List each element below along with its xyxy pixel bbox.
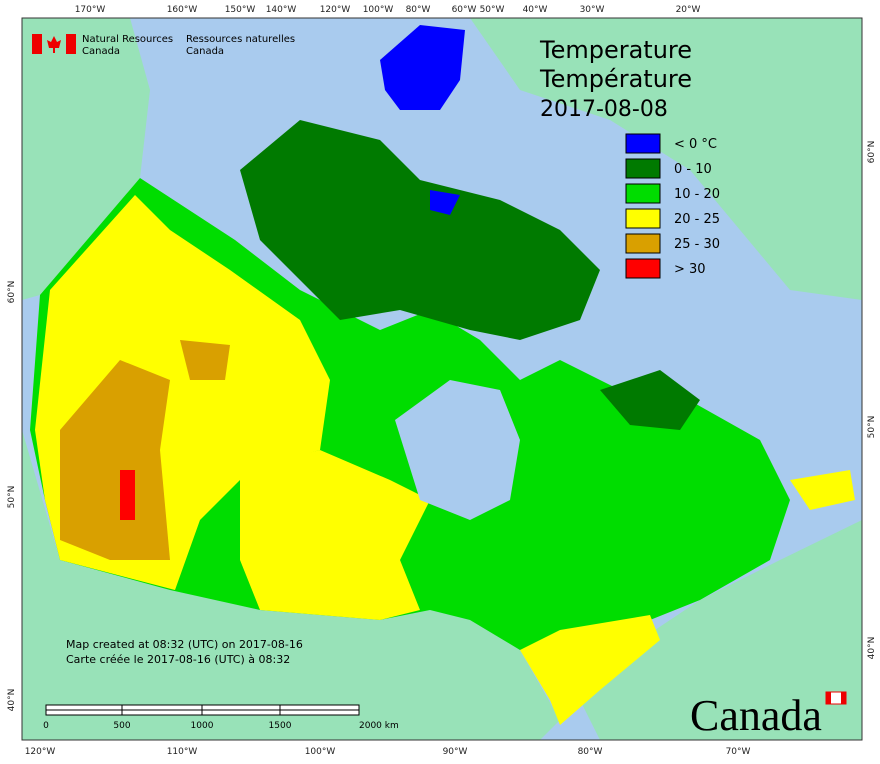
legend: < 0 °C 0 - 10 10 - 20 20 - 25 25 - 30 > 30 <box>625 133 720 279</box>
canada <box>30 25 855 725</box>
org-en-2: Canada <box>82 46 120 57</box>
scale-label: 1000 <box>191 721 214 731</box>
title: Temperature Température 2017-08-08 <box>539 36 692 122</box>
scale-segment <box>201 704 281 711</box>
maple-leaf <box>47 36 61 53</box>
legend-label: 10 - 20 <box>674 187 720 202</box>
legend-label: 0 - 10 <box>674 162 712 177</box>
scale-label: 1500 <box>269 721 292 731</box>
graticule-label: 70°W <box>726 747 751 757</box>
title-fr: Température <box>539 65 692 93</box>
graticule-label: 120°W <box>320 5 351 15</box>
graticule-label: 50°N <box>867 416 877 439</box>
scale-segment <box>279 709 360 716</box>
flag-bar <box>826 692 831 704</box>
footer-line: Map created at 08:32 (UTC) on 2017-08-16 <box>66 638 303 651</box>
graticule-label: 160°W <box>167 5 198 15</box>
scale-bar: 0 500 1000 1500 2000 km <box>43 704 399 731</box>
legend-label: > 30 <box>674 262 706 277</box>
scale-segment <box>279 704 360 711</box>
legend-swatch <box>625 258 661 279</box>
legend-label: < 0 °C <box>674 137 717 152</box>
scale-label: 2000 km <box>359 721 399 731</box>
graticule-label: 170°W <box>75 5 106 15</box>
legend-label: 25 - 30 <box>674 237 720 252</box>
legend-swatch <box>625 133 661 154</box>
flag-bar <box>66 34 76 54</box>
flag-bar <box>32 34 42 54</box>
scale-label: 0 <box>43 721 49 731</box>
graticule-label: 80°W <box>406 5 431 15</box>
title-date: 2017-08-08 <box>540 97 668 122</box>
legend-swatch <box>625 183 661 204</box>
legend-label: 20 - 25 <box>674 212 720 227</box>
org-fr: Ressources naturelles <box>186 34 295 45</box>
graticule-label: 90°W <box>443 747 468 757</box>
org-fr-2: Canada <box>186 46 224 57</box>
graticule-label: 40°W <box>523 5 548 15</box>
header: Natural Resources Canada Ressources natu… <box>32 34 295 57</box>
graticule-label: 110°W <box>167 747 198 757</box>
legend-swatch <box>625 208 661 229</box>
scale-segment <box>121 709 203 716</box>
footer: Map created at 08:32 (UTC) on 2017-08-16… <box>66 638 303 666</box>
graticule-label: 100°W <box>305 747 336 757</box>
graticule-labels: 170°W 160°W 150°W 140°W 120°W 100°W 80°W 60°W 50… <box>7 5 877 757</box>
wordmark: Canada <box>690 691 847 740</box>
scale-segment <box>45 704 123 711</box>
legend-swatch <box>625 233 661 254</box>
graticule-label: 50°N <box>7 486 17 509</box>
graticule-label: 60°N <box>867 141 877 164</box>
graticule-label: 40°N <box>867 637 877 660</box>
graticule-label: 150°W <box>225 5 256 15</box>
graticule-label: 30°W <box>580 5 605 15</box>
map-frame <box>21 17 863 741</box>
graticule-label: 40°N <box>7 689 17 712</box>
graticule-label: 60°W <box>452 5 477 15</box>
graticule-label: 120°W <box>25 747 56 757</box>
flag-bar <box>841 692 846 704</box>
graticule-label: 140°W <box>266 5 297 15</box>
scale-label: 500 <box>113 721 130 731</box>
graticule-label: 100°W <box>363 5 394 15</box>
graticule-label: 60°N <box>7 281 17 304</box>
graticule-label: 80°W <box>578 747 603 757</box>
canada-wordmark: Canada <box>690 691 822 740</box>
scale-segment <box>45 709 123 716</box>
org-en: Natural Resources <box>82 34 173 45</box>
legend-swatch <box>625 158 661 179</box>
footer-line: Carte créée le 2017-08-16 (UTC) à 08:32 <box>66 653 290 666</box>
graticule-label: 50°W <box>480 5 505 15</box>
title-en: Temperature <box>539 36 692 64</box>
foreign-land <box>22 18 862 740</box>
scale-segment <box>121 704 203 711</box>
graticule-label: 20°W <box>676 5 701 15</box>
scale-segment <box>201 709 281 716</box>
